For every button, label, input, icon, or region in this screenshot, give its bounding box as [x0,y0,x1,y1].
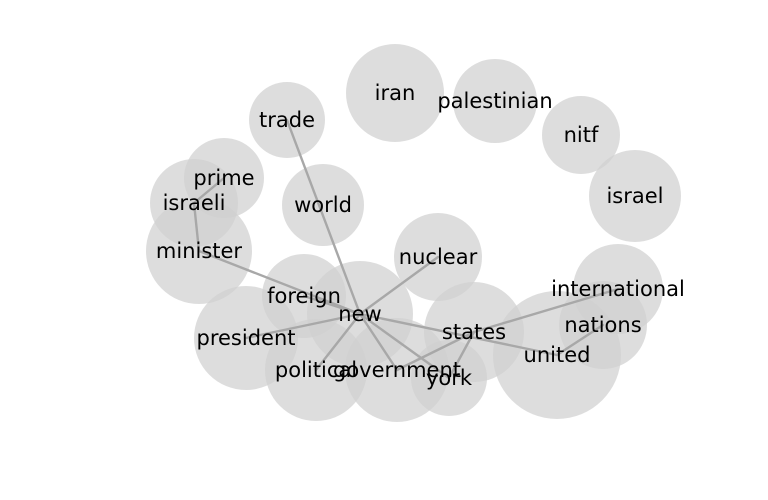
node-label-world: world [294,193,352,217]
edge-united-nations [555,323,605,357]
node-bubble-world [282,164,364,246]
edge-new-york [358,312,451,380]
node-label-prime: prime [193,166,254,190]
edge-trade-new [285,118,362,316]
edge-minister-new [197,249,362,316]
edge-states-york [447,330,476,380]
node-label-president: president [197,326,296,350]
edge-new-united [358,312,559,357]
node-label-united: united [524,343,591,367]
node-label-minister: minister [156,239,243,263]
edge-foreign-new [302,294,362,316]
node-label-nations: nations [564,313,641,337]
node-label-israel: israel [606,184,663,208]
node-labels: iran palestinian trade nitf prime israel israe… [156,81,685,390]
node-bubble-israel [589,150,681,242]
edge-israeli-minister [192,201,201,253]
edge-states-international [472,287,620,334]
edge-prime-israeli [192,176,226,205]
edge-states-government [395,330,476,372]
node-label-palestinian: palestinian [437,89,552,113]
node-label-iran: iran [375,81,416,105]
node-label-york: york [426,366,473,390]
node-label-new: new [338,302,381,326]
edge-political-new [314,312,362,372]
node-bubble-iran [346,44,444,142]
node-label-nitf: nitf [564,123,599,147]
node-label-israeli: israeli [163,191,226,215]
node-label-trade: trade [259,108,315,132]
edge-lines [192,118,620,380]
node-bubble-palestinian [453,59,537,143]
node-label-political: political [275,358,357,382]
node-label-government: government [333,358,461,382]
edge-government-new [358,312,399,372]
node-label-foreign: foreign [267,284,341,308]
node-label-nuclear: nuclear [399,245,478,269]
node-bubble-nitf [542,96,620,174]
node-label-international: international [551,277,685,301]
node-label-states: states [442,320,506,344]
edge-nuclear-new [358,255,440,316]
edge-president-new [244,312,362,340]
